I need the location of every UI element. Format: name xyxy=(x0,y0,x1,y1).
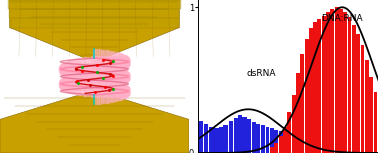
Bar xyxy=(283,127,287,153)
Bar xyxy=(352,147,356,153)
Bar xyxy=(369,149,373,153)
Bar xyxy=(242,117,247,153)
Bar xyxy=(248,119,251,153)
Bar xyxy=(305,140,308,153)
Bar xyxy=(348,17,352,153)
Bar xyxy=(261,125,265,153)
Bar xyxy=(229,121,233,153)
Bar xyxy=(330,9,334,153)
Bar xyxy=(373,92,377,153)
Bar xyxy=(339,9,343,153)
Bar xyxy=(335,144,339,153)
Bar xyxy=(356,34,360,153)
Bar xyxy=(219,127,223,153)
Bar xyxy=(279,131,283,153)
Bar xyxy=(318,19,321,153)
Text: dsRNA: dsRNA xyxy=(247,69,276,78)
Bar xyxy=(369,77,373,153)
Bar xyxy=(365,60,369,153)
Text: DNA:RNA: DNA:RNA xyxy=(321,14,363,23)
Bar xyxy=(305,39,308,153)
Bar xyxy=(296,73,300,153)
Bar xyxy=(365,149,369,153)
Bar xyxy=(343,146,347,153)
Bar xyxy=(239,115,242,153)
Bar xyxy=(252,122,256,153)
Bar xyxy=(361,147,364,153)
Bar xyxy=(356,147,360,153)
Bar xyxy=(339,146,343,153)
Bar xyxy=(326,143,330,153)
Bar xyxy=(322,143,325,153)
Bar xyxy=(309,28,313,153)
Bar xyxy=(313,22,317,153)
Bar xyxy=(270,128,274,153)
Polygon shape xyxy=(9,9,180,18)
Bar xyxy=(373,149,377,153)
Bar xyxy=(274,130,278,153)
Bar xyxy=(352,25,356,153)
Bar xyxy=(287,134,291,153)
Bar xyxy=(300,138,304,153)
Bar xyxy=(266,127,270,153)
Bar xyxy=(204,124,208,153)
Polygon shape xyxy=(0,58,189,95)
Bar xyxy=(279,136,283,153)
Bar xyxy=(330,144,334,153)
Bar xyxy=(361,45,364,153)
Bar xyxy=(326,12,330,153)
Bar xyxy=(318,141,321,153)
Bar xyxy=(283,133,287,153)
Bar xyxy=(256,124,260,153)
Bar xyxy=(343,12,347,153)
Bar xyxy=(292,136,296,153)
Bar xyxy=(287,112,291,153)
Bar xyxy=(348,146,352,153)
Bar xyxy=(274,143,278,153)
Polygon shape xyxy=(8,0,181,9)
Bar xyxy=(223,125,228,153)
Bar xyxy=(198,121,203,153)
Bar xyxy=(214,128,218,153)
Bar xyxy=(270,147,274,153)
Bar xyxy=(296,137,300,153)
Polygon shape xyxy=(0,95,189,153)
Polygon shape xyxy=(9,0,180,58)
Bar xyxy=(209,127,214,153)
Bar xyxy=(322,16,325,153)
Bar xyxy=(313,141,317,153)
Polygon shape xyxy=(11,18,178,28)
Bar xyxy=(234,118,238,153)
Bar xyxy=(335,7,339,153)
Bar xyxy=(300,54,304,153)
Bar xyxy=(309,140,313,153)
Bar xyxy=(292,95,296,153)
